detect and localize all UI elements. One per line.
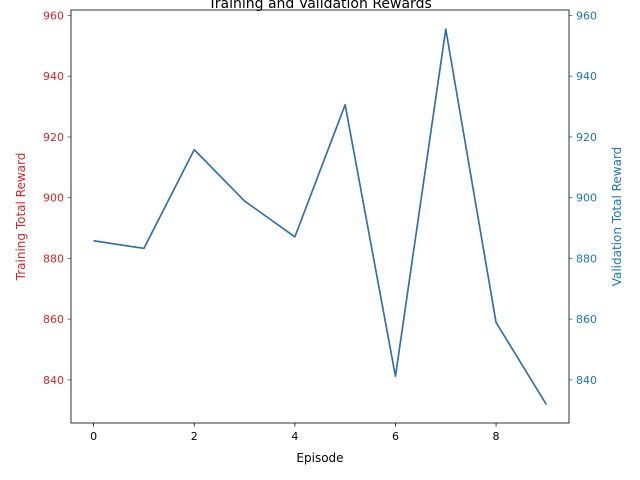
y-tick-label-right: 920 <box>576 131 597 144</box>
y-tick-label-left: 960 <box>43 9 64 22</box>
y-tick-label-left: 900 <box>43 192 64 205</box>
y-axis-label-right: Validation Total Reward <box>610 147 624 287</box>
y-tick-label-right: 900 <box>576 192 597 205</box>
chart-title: Training and Validation Rewards <box>207 0 432 12</box>
axes: 0 2 4 6 8 840 860 880 900 920 940 960 840 860 880 900 92… <box>43 9 597 443</box>
x-tick-label: 2 <box>191 430 198 443</box>
x-tick-label: 0 <box>90 430 97 443</box>
y-tick-label-right: 940 <box>576 70 597 83</box>
y-tick-label-right: 840 <box>576 374 597 387</box>
y-tick-label-right: 860 <box>576 313 597 326</box>
series-lines <box>93 28 547 405</box>
x-axis-label: Episode <box>296 451 343 465</box>
plot-frame <box>70 9 570 424</box>
y-tick-label-left: 940 <box>43 70 64 83</box>
y-tick-label-right: 960 <box>576 9 597 22</box>
validation-reward-line <box>93 28 547 405</box>
y-tick-label-left: 920 <box>43 131 64 144</box>
x-tick-label: 6 <box>392 430 399 443</box>
y-tick-label-left: 880 <box>43 252 64 265</box>
x-tick-label: 8 <box>493 430 500 443</box>
y-tick-label-left: 840 <box>43 374 64 387</box>
y-tick-label-right: 880 <box>576 252 597 265</box>
x-tick-label: 4 <box>291 430 298 443</box>
y-axis-label-left: Training Total Reward <box>14 153 28 282</box>
y-tick-label-left: 860 <box>43 313 64 326</box>
